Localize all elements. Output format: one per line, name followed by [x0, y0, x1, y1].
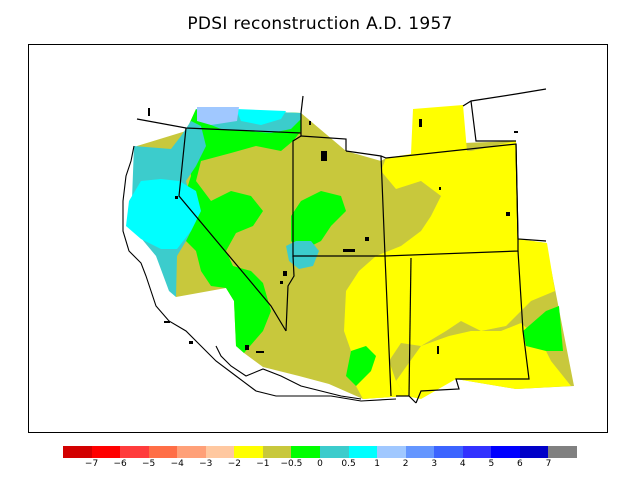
map-frame: [28, 44, 608, 433]
colorbar: [63, 446, 578, 458]
colorbar-swatch: [262, 446, 292, 458]
region-cyan-north: [236, 109, 286, 125]
colorbar-swatch: [63, 446, 93, 458]
colorbar-tick-label: 3: [431, 459, 438, 469]
colorbar-swatch: [491, 446, 521, 458]
region-teal-central: [286, 241, 319, 269]
colorbar-tick-label: −4: [170, 459, 184, 469]
colorbar-swatch: [291, 446, 321, 458]
colorbar-swatch: [405, 446, 435, 458]
colorbar-tick-label: −1: [256, 459, 270, 469]
region-green-east: [523, 306, 563, 351]
region-green-west: [176, 109, 301, 353]
gulf-of-california: [215, 345, 362, 400]
colorbar-swatch: [548, 446, 578, 458]
region-green-central: [291, 191, 346, 251]
colorbar-swatch: [148, 446, 178, 458]
colorbar-swatch: [519, 446, 549, 458]
colorbar-tick-label: −5: [142, 459, 156, 469]
region-green-south: [346, 346, 376, 386]
colorbar-swatch: [348, 446, 378, 458]
colorbar-tick-label: −6: [113, 459, 127, 469]
colorbar-swatch: [177, 446, 207, 458]
colorbar-swatch: [462, 446, 492, 458]
colorbar-tick-label: 5: [488, 459, 495, 469]
colorbar-tick-label: 0: [317, 459, 323, 469]
state-boundaries: [136, 88, 547, 404]
colorbar-tick-label: 1: [374, 459, 380, 469]
colorbar-tick-label: −3: [199, 459, 213, 469]
colorbar-tick-label: 2: [402, 459, 409, 469]
colorbar-tick-label: 6: [517, 459, 523, 469]
colorbar-swatch: [377, 446, 407, 458]
colorbar-swatch: [434, 446, 464, 458]
region-yellow-east: [344, 105, 555, 399]
colorbar-swatch: [120, 446, 150, 458]
colorbar-tick-label: −0.5: [280, 459, 303, 469]
colorbar-swatch: [91, 446, 121, 458]
colorbar-tick-label: −7: [84, 459, 99, 469]
colorbar-swatch: [234, 446, 264, 458]
colorbar-tick-label: 7: [545, 459, 552, 469]
map-title: PDSI reconstruction A.D. 1957: [187, 14, 453, 34]
region-cyan: [126, 179, 201, 249]
region-light-blue: [197, 107, 239, 125]
colorbar-tick-label: −2: [227, 459, 241, 469]
water-features: [148, 108, 518, 354]
colorbar-swatch: [205, 446, 235, 458]
colorbar-tick-label: 4: [459, 459, 466, 469]
colorbar-swatch: [320, 446, 350, 458]
pdsi-map: [122, 88, 574, 404]
colorbar-tick-label: 0.5: [341, 459, 356, 469]
